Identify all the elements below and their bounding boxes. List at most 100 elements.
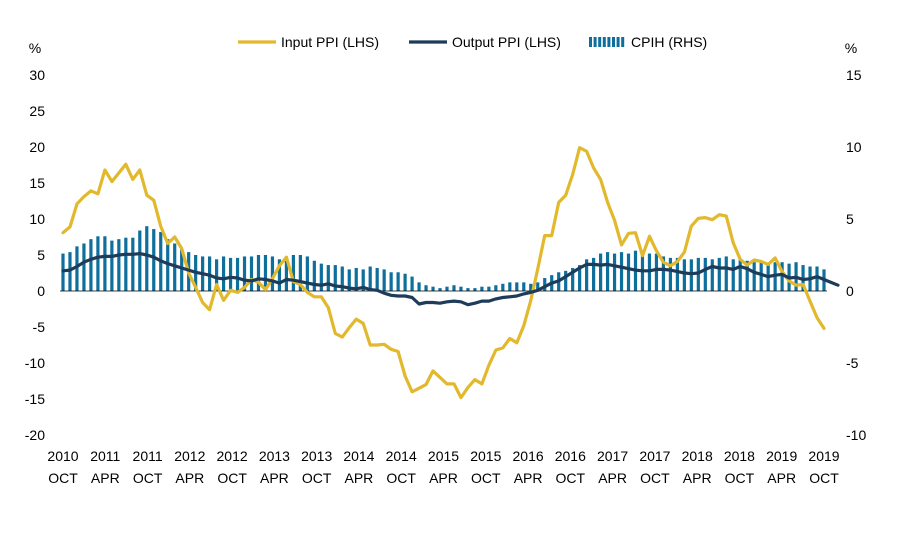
legend-swatch-bar (616, 37, 620, 47)
x-tick-year: 2015 (428, 448, 459, 464)
cpih-bar (242, 256, 247, 291)
x-tick-year: 2013 (259, 448, 290, 464)
cpih-bar (501, 283, 505, 291)
cpih-bar (668, 257, 672, 291)
x-tick-month: OCT (640, 470, 670, 486)
cpih-bar (326, 265, 330, 291)
x-tick-year: 2011 (90, 448, 120, 464)
cpih-bar (459, 286, 463, 291)
cpih-bar (333, 265, 337, 291)
x-tick-month: APR (91, 470, 120, 486)
cpih-bar (124, 237, 128, 291)
cpih-bar (815, 266, 819, 291)
legend-swatch-bar (607, 37, 611, 47)
cpih-bar (738, 259, 742, 291)
x-tick-month: OCT (302, 470, 332, 486)
cpih-bar (389, 272, 393, 291)
cpih-bar (347, 269, 351, 291)
left-axis-tick: 15 (29, 175, 45, 191)
cpih-bar (529, 283, 533, 291)
left-axis-tick: 5 (37, 247, 45, 263)
cpih-bar (654, 253, 659, 291)
x-tick-month: OCT (556, 470, 586, 486)
cpih-bar (270, 256, 275, 291)
legend-swatch-bar (602, 37, 606, 47)
cpih-bars (61, 226, 826, 291)
cpih-bar (249, 256, 254, 291)
cpih-bar (215, 259, 219, 291)
cpih-bar (228, 257, 233, 291)
cpih-bar (710, 259, 714, 291)
cpih-bar (724, 256, 728, 291)
cpih-bar (731, 259, 735, 291)
left-axis-tick: 0 (37, 283, 45, 299)
x-tick-month: OCT (386, 470, 416, 486)
legend-output-ppi: Output PPI (LHS) (409, 34, 561, 50)
x-tick-year: 2011 (133, 448, 163, 464)
cpih-bar (298, 255, 302, 291)
cpih-bar (145, 226, 149, 291)
x-tick-year: 2015 (470, 448, 501, 464)
cpih-bar (396, 272, 400, 291)
cpih-bar (75, 246, 79, 291)
cpih-bar (89, 239, 93, 291)
output-ppi-line (61, 252, 840, 307)
cpih-bar (340, 266, 344, 291)
cpih-bar (661, 256, 666, 291)
legend-label: Input PPI (LHS) (281, 34, 379, 50)
right-axis: % 15 10 5 0 -5 -10 (845, 40, 867, 443)
left-axis-tick: -20 (25, 427, 45, 443)
legend-swatch-bar (589, 37, 592, 47)
x-tick-month: APR (345, 470, 374, 486)
cpih-bar (131, 237, 135, 291)
cpih-bar (703, 257, 707, 291)
right-axis-unit: % (845, 40, 857, 56)
legend-swatch-bar (598, 37, 602, 47)
left-axis-tick: 10 (29, 211, 45, 227)
x-tick-month: OCT (217, 470, 247, 486)
right-axis-tick: 0 (846, 283, 854, 299)
left-axis-tick: 20 (29, 139, 45, 155)
left-axis-tick: -10 (25, 355, 45, 371)
x-tick-year: 2019 (808, 448, 839, 464)
left-axis: % 30 25 20 15 10 5 0 -5 -10 -15 -20 (25, 40, 45, 443)
cpih-bar (717, 257, 721, 291)
cpih-bar (424, 285, 428, 291)
x-tick-month: OCT (48, 470, 78, 486)
cpih-bar (598, 253, 603, 291)
cpih-bar (235, 257, 240, 291)
cpih-bar (564, 270, 568, 291)
cpih-bar (110, 240, 114, 291)
cpih-bar (522, 282, 526, 291)
x-tick-month: APR (260, 470, 289, 486)
x-tick-month: APR (175, 470, 204, 486)
cpih-bar (284, 256, 289, 291)
cpih-bar (543, 278, 547, 291)
cpih-bar (312, 260, 316, 291)
cpih-bar (438, 288, 442, 291)
cpih-bar (780, 262, 784, 291)
cpih-bar (305, 256, 309, 291)
cpih-bar (675, 257, 679, 291)
cpih-bar (605, 252, 610, 291)
right-axis-tick: 10 (846, 139, 862, 155)
x-tick-month: APR (767, 470, 796, 486)
x-tick-year: 2010 (47, 448, 78, 464)
cpih-bar (494, 285, 498, 291)
x-tick-year: 2016 (555, 448, 586, 464)
left-axis-tick: -5 (33, 319, 46, 335)
x-tick-month: OCT (471, 470, 501, 486)
cpih-bar (138, 230, 142, 291)
x-tick-year: 2019 (766, 448, 797, 464)
cpih-bar (515, 282, 519, 291)
left-axis-tick: 25 (29, 103, 45, 119)
cpih-bar (445, 286, 449, 291)
legend-cpih: CPIH (RHS) (589, 34, 707, 50)
x-tick-month: OCT (133, 470, 163, 486)
ppi-lines (61, 146, 840, 400)
cpih-bar (592, 257, 596, 291)
cpih-bar (96, 236, 100, 291)
x-tick-year: 2014 (343, 448, 374, 464)
legend-swatch-bar (612, 37, 615, 47)
